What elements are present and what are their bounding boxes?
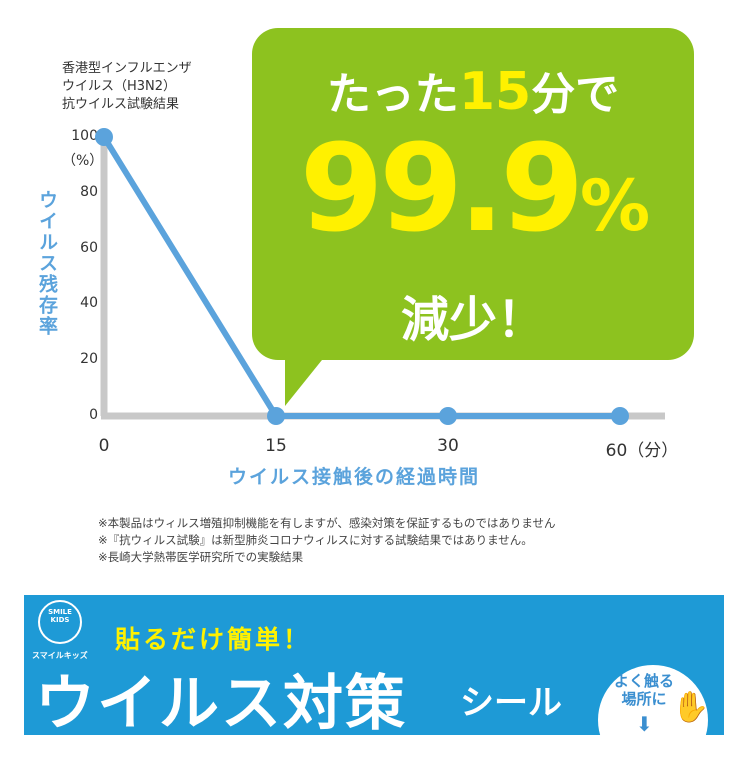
banner-title: ウイルス対策 [35,669,407,739]
callout-result: 減少！ [400,292,545,348]
y-tick-label: 20 [80,351,98,368]
chart-plot [95,128,665,425]
y-tick-label: 40 [80,295,98,312]
x-tick-label: 30 [437,436,459,456]
callout-percent: 99.9% [299,120,650,259]
data-point [95,128,113,146]
y-unit: （%） [62,153,104,169]
banner-tagline: 貼るだけ簡単！ [115,625,312,654]
callout-line1: たった15分で [326,62,620,122]
data-point [611,407,629,425]
note: ※『抗ウィルス試験』は新型肺炎コロナウィルスに対する試験結果ではありません。 [98,533,533,547]
x-tick-label: 15 [265,436,287,456]
data-point [267,407,285,425]
banner-title-suffix: シール [460,683,562,723]
brand-logo: SMILE KIDS [38,600,82,644]
callout-bubble [252,28,694,360]
callout-tail [285,350,330,406]
y-tick-label: 100 [71,128,98,144]
data-point [439,407,457,425]
x-tick-label: 0 [98,436,110,456]
badge-text: よく触る 場所に [613,672,674,708]
y-tick-label: 60 [80,239,98,256]
note: ※本製品はウィルス増殖抑制機能を有しますが、感染対策を保証するものではありません [98,516,556,530]
x-tick-label: 60（分） [605,441,679,461]
note: ※長崎大学熱帯医学研究所での実験結果 [98,550,304,564]
chart-title: 香港型インフルエンザ ウイルス（H3N2） 抗ウイルス試験結果 [62,61,192,112]
hand-icon: ✋ [672,690,710,725]
y-tick-label: 80 [80,183,98,200]
down-arrow-icon: ⬇ [636,712,653,736]
footnotes: ※本製品はウィルス増殖抑制機能を有しますが、感染対策を保証するものではありません… [98,515,556,566]
series-line [101,135,620,419]
y-axis-label: ウイルス残存率 [36,190,58,337]
brand-logo-sub: スマイルキッズ [32,651,88,660]
x-axis-label: ウイルス接触後の経過時間 [228,466,481,488]
y-tick-label: 0 [89,407,98,423]
